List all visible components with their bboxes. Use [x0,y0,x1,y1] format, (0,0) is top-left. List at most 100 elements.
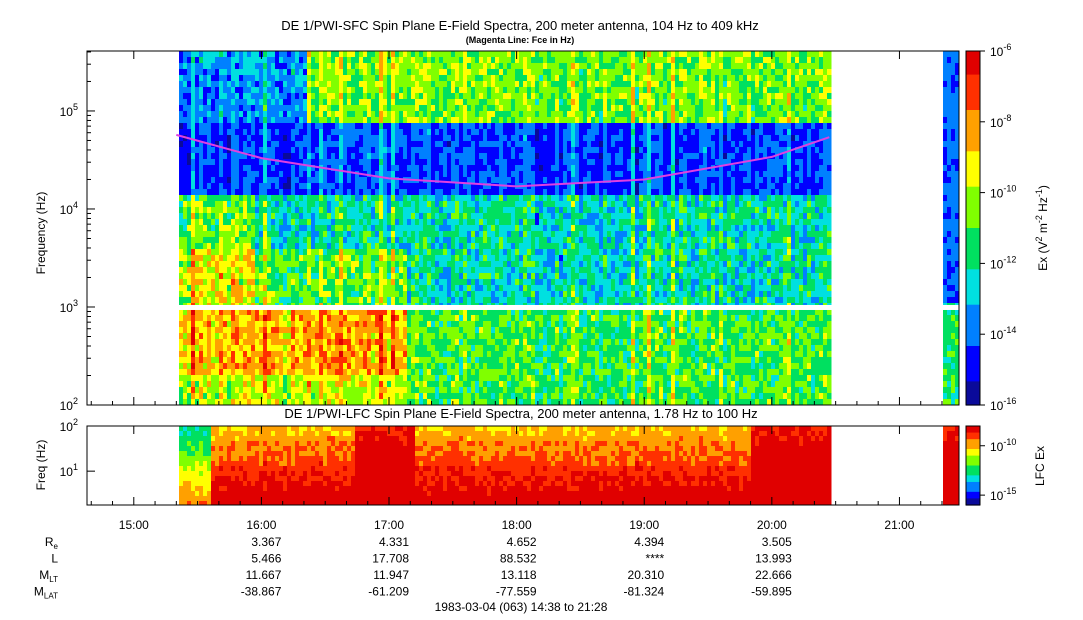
sfc-cell [287,177,292,184]
sfc-cell [231,201,236,208]
sfc-cell [511,189,516,196]
sfc-cell [439,81,444,88]
sfc-cell [299,291,304,298]
sfc-cell [359,393,364,400]
sfc-cell [403,387,408,394]
sfc-cell [435,141,440,148]
sfc-cell [303,333,308,340]
sfc-cell [267,375,272,382]
sfc-cell [187,195,192,202]
sfc-cell [311,297,316,304]
sfc-cell [459,285,464,292]
sfc-cell [303,369,308,376]
sfc-cell [503,321,508,328]
sfc-cell [179,99,184,106]
sfc-cell [455,141,460,148]
sfc-cell [287,333,292,340]
sfc-cell [207,357,212,364]
sfc-cell [255,237,260,244]
sfc-cell [379,369,384,376]
sfc-cell [179,387,184,394]
sfc-cell [215,285,220,292]
sfc-cell [235,69,240,76]
sfc-cell [347,309,352,316]
sfc-cell [479,207,484,214]
sfc-cell [191,87,196,94]
sfc-cell [463,237,468,244]
sfc-cell [379,183,384,190]
sfc-cell [511,369,516,376]
sfc-cell [343,315,348,322]
sfc-cell [383,99,388,106]
sfc-cell [435,273,440,280]
sfc-cell [335,147,340,154]
sfc-cell [211,237,216,244]
sfc-cell [199,315,204,322]
sfc-cell [263,69,268,76]
sfc-cell [239,345,244,352]
sfc-cell [511,99,516,106]
sfc-cell [251,129,256,136]
sfc-cell [363,81,368,88]
sfc-cell [455,393,460,400]
sfc-cell [495,63,500,70]
sfc-cell [251,297,256,304]
sfc-cell [251,351,256,358]
sfc-cell [495,231,500,238]
sfc-cell [199,213,204,220]
sfc-cell [211,315,216,322]
sfc-cell [451,381,456,388]
sfc-cell [335,381,340,388]
sfc-cell [319,117,324,124]
sfc-cell [371,195,376,202]
sfc-cell [419,81,424,88]
sfc-cell [327,249,332,256]
sfc-cell [287,399,292,405]
sfc-cell [207,309,212,316]
sfc-cell [331,267,336,274]
sfc-cell [187,363,192,370]
sfc-cell [463,159,468,166]
sfc-cell [263,93,268,100]
sfc-cell [351,237,356,244]
sfc-cell [491,183,496,190]
sfc-cell [179,333,184,340]
sfc-cell [451,387,456,394]
sfc-cell [423,81,428,88]
sfc-cell [415,129,420,136]
sfc-cell [311,243,316,250]
sfc-cell [311,249,316,256]
sfc-cell [307,273,312,280]
sfc-cell [327,51,332,58]
sfc-cell [343,81,348,88]
sfc-cell [307,177,312,184]
sfc-cell [287,165,292,172]
sfc-cell [263,243,268,250]
sfc-cell [355,81,360,88]
sfc-cell [299,63,304,70]
sfc-cell [447,261,452,268]
sfc-cell [335,141,340,148]
sfc-cell [475,321,480,328]
sfc-cell [495,321,500,328]
sfc-cell [291,69,296,76]
sfc-cell [343,183,348,190]
sfc-cell [267,117,272,124]
sfc-cell [367,69,372,76]
sfc-cell [255,75,260,82]
sfc-cell [263,387,268,394]
sfc-cell [295,135,300,142]
sfc-cell [491,297,496,304]
sfc-cell [467,105,472,112]
sfc-cell [427,345,432,352]
sfc-cell [275,351,280,358]
sfc-cell [251,243,256,250]
sfc-cell [243,63,248,70]
sfc-cell [231,99,236,106]
sfc-cell [403,213,408,220]
sfc-cell [195,213,200,220]
sfc-cell [179,159,184,166]
sfc-cell [347,237,352,244]
sfc-cell [195,165,200,172]
sfc-cell [435,249,440,256]
